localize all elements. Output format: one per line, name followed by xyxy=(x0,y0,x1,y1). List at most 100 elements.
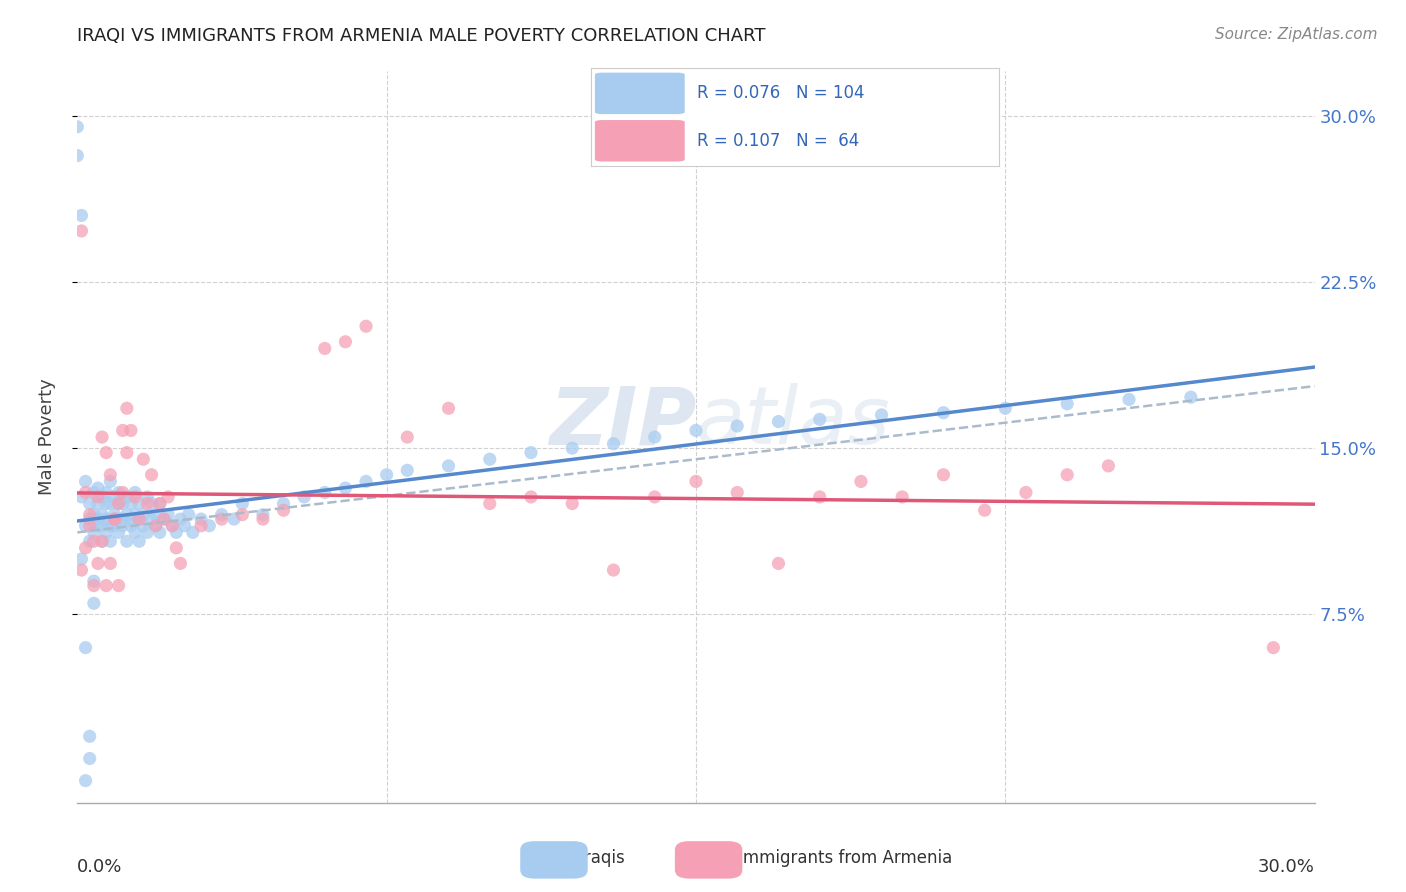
Point xyxy=(115,445,138,459)
Point xyxy=(157,508,180,522)
Point xyxy=(96,497,118,511)
Point xyxy=(91,518,114,533)
Point xyxy=(87,512,110,526)
Point xyxy=(211,508,233,522)
Point xyxy=(169,512,191,526)
Point xyxy=(141,512,163,526)
Text: ZIP: ZIP xyxy=(548,384,696,461)
Point xyxy=(149,497,172,511)
Point xyxy=(1118,392,1140,407)
Text: atlas: atlas xyxy=(696,384,891,461)
Point xyxy=(98,475,121,489)
Point xyxy=(124,490,146,504)
Point xyxy=(132,508,155,522)
Point xyxy=(111,512,134,526)
Point xyxy=(375,467,398,482)
Point xyxy=(87,490,110,504)
Y-axis label: Male Poverty: Male Poverty xyxy=(38,379,56,495)
Point xyxy=(128,497,150,511)
Point xyxy=(211,512,233,526)
Point xyxy=(66,120,89,134)
Point xyxy=(725,485,748,500)
Point xyxy=(124,485,146,500)
Point xyxy=(132,518,155,533)
Point xyxy=(79,497,101,511)
Point xyxy=(75,541,97,555)
Point xyxy=(932,406,955,420)
Point xyxy=(98,467,121,482)
Point xyxy=(83,508,105,522)
Point xyxy=(190,512,212,526)
Point xyxy=(396,430,419,444)
Point xyxy=(98,557,121,571)
Point xyxy=(190,518,212,533)
Point xyxy=(103,512,125,526)
Point xyxy=(70,490,93,504)
Point xyxy=(115,508,138,522)
Point xyxy=(111,518,134,533)
Point xyxy=(107,497,129,511)
Point xyxy=(98,534,121,549)
Point xyxy=(120,424,142,438)
Point xyxy=(75,518,97,533)
Point xyxy=(849,475,872,489)
Point xyxy=(103,508,125,522)
Point xyxy=(231,508,253,522)
Point xyxy=(70,552,93,566)
Point xyxy=(561,497,583,511)
Point xyxy=(252,508,274,522)
Point xyxy=(75,475,97,489)
Point xyxy=(83,525,105,540)
Point xyxy=(91,534,114,549)
Point xyxy=(83,574,105,589)
Point xyxy=(396,463,419,477)
Point xyxy=(96,512,118,526)
Point xyxy=(520,490,543,504)
Point xyxy=(160,518,183,533)
Point xyxy=(932,467,955,482)
Point xyxy=(870,408,893,422)
Point xyxy=(145,518,167,533)
Point xyxy=(136,497,159,511)
Text: Iraqis: Iraqis xyxy=(579,849,626,867)
Point xyxy=(87,557,110,571)
Point xyxy=(107,485,129,500)
Point xyxy=(75,773,97,788)
Point xyxy=(83,534,105,549)
Point xyxy=(314,342,336,356)
Point xyxy=(181,525,204,540)
Point xyxy=(107,525,129,540)
Point xyxy=(725,419,748,434)
Point xyxy=(96,525,118,540)
Point xyxy=(1056,397,1078,411)
Point xyxy=(602,563,624,577)
Point xyxy=(136,490,159,504)
Point xyxy=(91,490,114,504)
Point xyxy=(79,512,101,526)
Point xyxy=(96,578,118,592)
Point xyxy=(198,518,221,533)
Point xyxy=(478,452,501,467)
Point xyxy=(141,497,163,511)
Point xyxy=(91,508,114,522)
Point xyxy=(768,557,790,571)
Point xyxy=(120,518,142,533)
Point xyxy=(103,518,125,533)
Point xyxy=(478,497,501,511)
Point xyxy=(145,518,167,533)
Point xyxy=(1015,485,1038,500)
Point xyxy=(91,430,114,444)
Point xyxy=(685,424,707,438)
Point xyxy=(222,512,245,526)
Point xyxy=(157,490,180,504)
Point xyxy=(808,490,831,504)
Point xyxy=(644,430,666,444)
Point xyxy=(107,512,129,526)
Point xyxy=(1056,467,1078,482)
Point xyxy=(602,436,624,450)
Point xyxy=(644,490,666,504)
Point xyxy=(891,490,914,504)
Point xyxy=(149,525,172,540)
Point xyxy=(98,497,121,511)
Point xyxy=(98,518,121,533)
